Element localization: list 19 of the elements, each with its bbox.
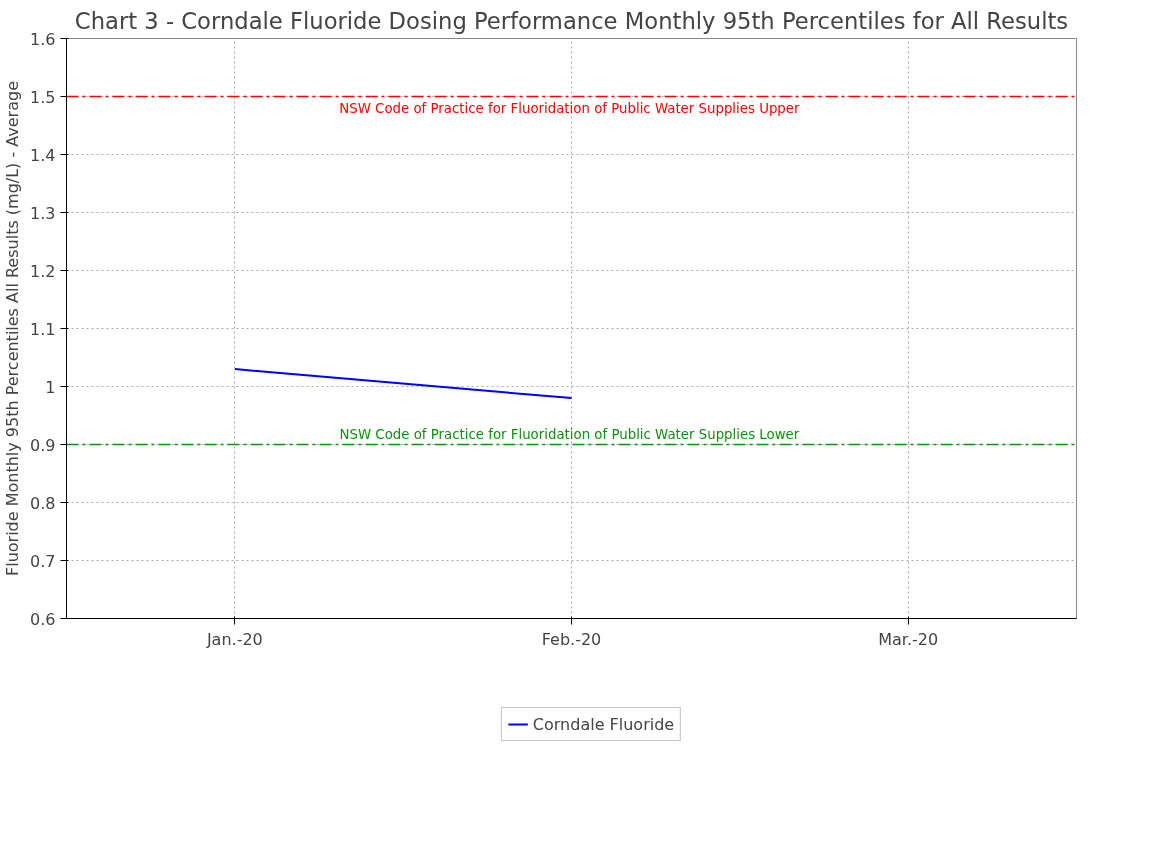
y-tick-label: 1.6 <box>30 29 56 49</box>
x-tick-label: Jan.-20 <box>205 629 263 649</box>
y-tick-label: 0.7 <box>30 551 56 571</box>
y-tick-label: 0.6 <box>30 609 56 629</box>
ref-line-label: NSW Code of Practice for Fluoridation of Public Water Supplies Upper <box>339 100 801 116</box>
chart-title: Chart 3 - Corndale Fluoride Dosing Performance Monthly 95th Percentiles for All Results <box>74 7 1069 34</box>
x-tick-label: Feb.-20 <box>541 629 602 649</box>
ref-line-label: NSW Code of Practice for Fluoridation of Public Water Supplies Lower <box>339 426 800 442</box>
y-tick-label: 1 <box>45 377 56 397</box>
y-tick-label: 0.9 <box>30 435 56 455</box>
y-tick-label: 1.2 <box>30 261 56 281</box>
y-tick-label: 0.8 <box>30 493 56 513</box>
y-tick-label: 1.4 <box>30 145 56 165</box>
legend-label: Corndale Fluoride <box>532 714 675 734</box>
y-axis-title: Fluoride Monthly 95th Percentiles All Results (mg/L) - Average <box>3 80 23 577</box>
y-tick-label: 1.1 <box>30 319 56 339</box>
y-tick-label: 1.3 <box>30 203 56 223</box>
x-tick-label: Mar.-20 <box>878 629 939 649</box>
y-tick-label: 1.5 <box>30 87 56 107</box>
